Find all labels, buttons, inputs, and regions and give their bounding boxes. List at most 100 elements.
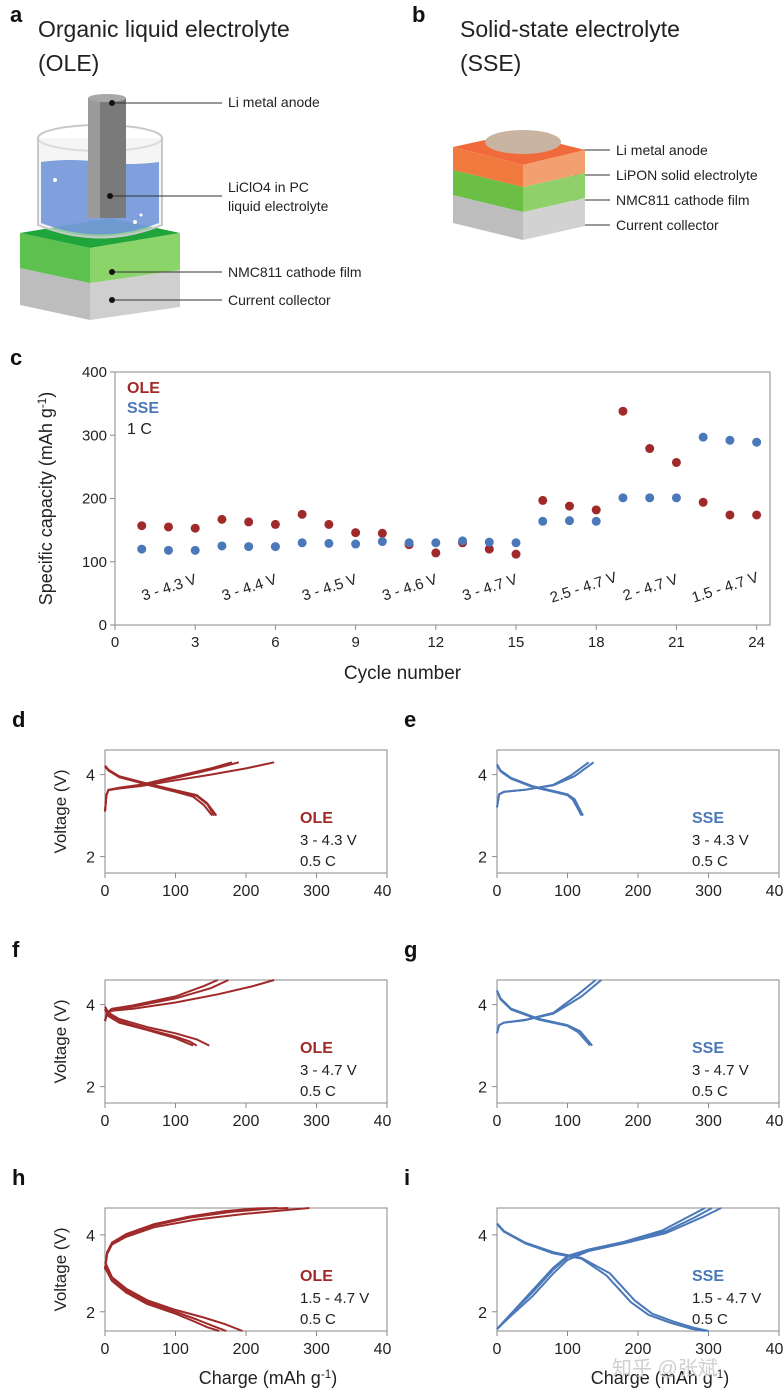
panel-range-label: 3 - 4.3 V [692, 832, 749, 849]
data-point-ole [163, 522, 173, 532]
data-point-sse [137, 544, 147, 554]
x-tick-label: 0 [101, 1341, 110, 1358]
ole-callout-anode: Li metal anode [228, 94, 320, 110]
x-tick-label: 100 [554, 883, 581, 900]
legend-rate: 1 C [127, 421, 152, 438]
ole-cathode-dot [109, 269, 115, 275]
y-tick-label: 2 [478, 850, 487, 867]
range-label: 3 - 4.5 V [300, 571, 359, 605]
sse-callout-collector: Current collector [616, 217, 719, 233]
data-point-sse [484, 537, 494, 547]
x-tick-label: 200 [233, 1113, 260, 1130]
y-axis-label: Specific capacity (mAh g-1) [36, 392, 57, 605]
panel-range-label: 1.5 - 4.7 V [300, 1290, 369, 1307]
x-tick-label: 0 [111, 634, 119, 651]
y-tick-label: 0 [99, 617, 107, 634]
data-point-sse [645, 493, 655, 503]
x-tick-label: 300 [303, 1113, 330, 1130]
curve-discharge-2 [104, 765, 216, 817]
panel-a-title-line2: (OLE) [38, 50, 100, 76]
y-tick-label: 200 [82, 491, 107, 508]
panel-f-letter: f [12, 937, 20, 962]
data-point-sse [244, 542, 254, 552]
data-point-ole [351, 528, 361, 538]
data-point-sse [324, 538, 334, 548]
sse-callout-electrolyte: LiPON solid electrolyte [616, 167, 758, 183]
panel-range-label: 3 - 4.7 V [692, 1062, 749, 1079]
legend-sse: SSE [127, 400, 159, 417]
data-point-sse [698, 432, 708, 442]
data-point-sse [618, 493, 628, 503]
sse-cathode-left [453, 170, 523, 212]
panel-a-letter: a [10, 2, 23, 27]
x-tick-label: 24 [748, 634, 765, 651]
curve-charge-3 [104, 761, 233, 812]
data-point-sse [431, 538, 441, 548]
sse-collector-left [453, 195, 523, 240]
data-point-ole [725, 510, 735, 520]
y-tick-label: 300 [82, 427, 107, 444]
x-tick-label: 12 [427, 634, 444, 651]
panel-electrolyte-label: SSE [692, 810, 724, 827]
ole-bubble [53, 178, 57, 182]
ole-cathode-left [20, 233, 90, 283]
panel-electrolyte-label: OLE [300, 810, 333, 827]
x-tick-label: 300 [695, 1341, 722, 1358]
y-tick-label: 4 [86, 1228, 95, 1245]
data-point-ole [377, 528, 387, 538]
data-point-ole [244, 517, 254, 527]
x-tick-label: 300 [695, 1113, 722, 1130]
ole-bubble [139, 213, 143, 217]
ole-collector-right [90, 270, 180, 320]
panel-rate-label: 0.5 C [300, 1311, 336, 1328]
legend-ole: OLE [127, 380, 160, 397]
x-axis-label: Cycle number [344, 663, 462, 684]
x-tick-label: 400 [374, 1113, 392, 1130]
panel-b-title-line2: (SSE) [460, 50, 522, 76]
panel-rate-label: 0.5 C [692, 853, 728, 870]
chart-e-sse-4p3: e 0 100 200 300 400 2 4 SSE 3 - 4.3 V 0.5 C [404, 707, 784, 900]
panel-g-letter: g [404, 937, 417, 962]
data-point-ole [564, 501, 574, 511]
ole-cell-illustration [20, 94, 180, 320]
ole-callout-cathode: NMC811 cathode film [228, 264, 362, 280]
y-tick-label: 2 [86, 1080, 95, 1097]
panel-c-letter: c [10, 345, 22, 370]
data-point-ole [618, 406, 628, 416]
data-point-ole [270, 519, 280, 529]
range-label: 2 - 4.7 V [621, 571, 680, 605]
panel-e-letter: e [404, 707, 416, 732]
x-tick-label: 200 [233, 883, 260, 900]
y-tick-label: 4 [86, 998, 95, 1015]
sse-callout-cathode: NMC811 cathode film [616, 192, 750, 208]
data-point-sse [163, 545, 173, 555]
x-tick-label: 200 [625, 883, 652, 900]
y-axis-label: Voltage (V) [51, 769, 70, 853]
ole-li-rod-highlight [88, 98, 100, 218]
y-tick-label: 2 [478, 1080, 487, 1097]
data-point-ole [698, 497, 708, 507]
x-tick-label: 0 [493, 1341, 502, 1358]
curve-charge-1 [104, 979, 275, 1022]
data-point-sse [564, 516, 574, 526]
x-tick-label: 3 [191, 634, 199, 651]
curve-charge-1 [104, 1207, 310, 1270]
x-tick-label: 100 [162, 1113, 189, 1130]
data-point-sse [458, 536, 468, 546]
curve-discharge-2 [104, 1265, 227, 1332]
data-point-ole [752, 510, 762, 520]
curve-discharge-3 [104, 1267, 220, 1332]
x-tick-label: 100 [162, 1341, 189, 1358]
panel-range-label: 1.5 - 4.7 V [692, 1290, 761, 1307]
curve-discharge-2 [496, 764, 583, 817]
data-point-sse [511, 538, 521, 548]
y-tick-label: 2 [86, 1305, 95, 1322]
plot-frame [104, 979, 388, 1104]
panel-d-letter: d [12, 707, 25, 732]
range-label: 3 - 4.4 V [220, 571, 279, 605]
data-point-ole [591, 505, 601, 515]
curve-charge-2 [104, 1207, 289, 1270]
sse-lipon-left [453, 147, 523, 187]
y-tick-label: 4 [478, 998, 487, 1015]
chart-i-sse-1p5: i 0 100 200 300 400 2 4 Charge (mAh g-1) SSE 1.5 -… [404, 1165, 784, 1388]
